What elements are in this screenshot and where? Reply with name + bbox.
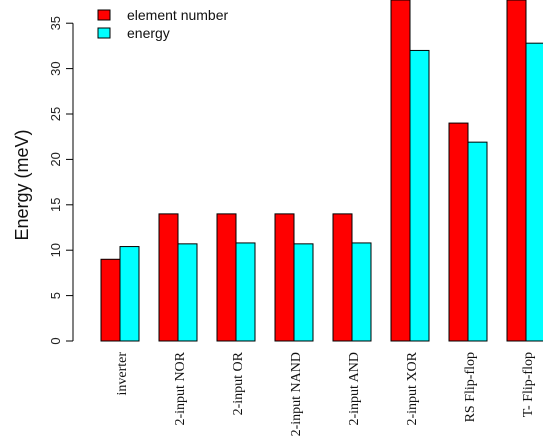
y-tick-label: 10 bbox=[48, 243, 63, 257]
y-tick-label: 0 bbox=[48, 337, 63, 344]
x-tick-label: T- Flip-flop bbox=[521, 352, 536, 417]
legend-swatch bbox=[97, 9, 111, 21]
legend-swatch bbox=[97, 27, 111, 39]
bar-element-number bbox=[448, 122, 469, 342]
x-tick-label: 2-input AND bbox=[347, 352, 362, 426]
bar-element-number bbox=[100, 258, 121, 342]
legend: element number energy bbox=[97, 7, 229, 41]
x-tick-label: 2-input OR bbox=[231, 351, 246, 415]
y-tick-label: 30 bbox=[48, 61, 63, 75]
bar-energy bbox=[177, 243, 198, 342]
bar-energy bbox=[293, 243, 314, 342]
y-axis: 0 5 10 15 20 25 30 35 bbox=[48, 16, 74, 345]
y-tick-label: 15 bbox=[48, 198, 63, 212]
x-tick-label: inverter bbox=[115, 352, 130, 396]
bar-element-number bbox=[274, 213, 295, 342]
bar-energy bbox=[235, 242, 256, 342]
bar-element-number bbox=[158, 213, 179, 342]
x-tick-label: 2-input XOR bbox=[405, 351, 420, 425]
bar-energy bbox=[351, 242, 372, 342]
x-tick-label: RS Flip-flop bbox=[463, 352, 478, 422]
legend-label: element number bbox=[127, 7, 229, 23]
y-tick-label: 5 bbox=[48, 292, 63, 299]
bar-element-number bbox=[506, 0, 527, 342]
bar-element-number bbox=[216, 213, 237, 342]
x-tick-label: 2-input NOR bbox=[173, 351, 188, 425]
y-tick-label: 20 bbox=[48, 152, 63, 166]
x-tick-label: 2-input NAND bbox=[289, 352, 304, 436]
y-tick-label: 35 bbox=[48, 16, 63, 30]
bars bbox=[100, 0, 543, 342]
bar-element-number bbox=[390, 0, 411, 342]
y-tick-label: 25 bbox=[48, 107, 63, 121]
bar-energy bbox=[467, 141, 488, 342]
bar-energy bbox=[409, 49, 430, 342]
x-axis-labels: inverter 2-input NOR 2-input OR 2-input NAN… bbox=[115, 351, 536, 436]
bar-energy bbox=[119, 246, 140, 342]
y-axis-label: Energy (meV) bbox=[12, 129, 32, 240]
bar-element-number bbox=[332, 213, 353, 342]
legend-label: energy bbox=[127, 25, 170, 41]
bar-energy bbox=[525, 42, 543, 342]
